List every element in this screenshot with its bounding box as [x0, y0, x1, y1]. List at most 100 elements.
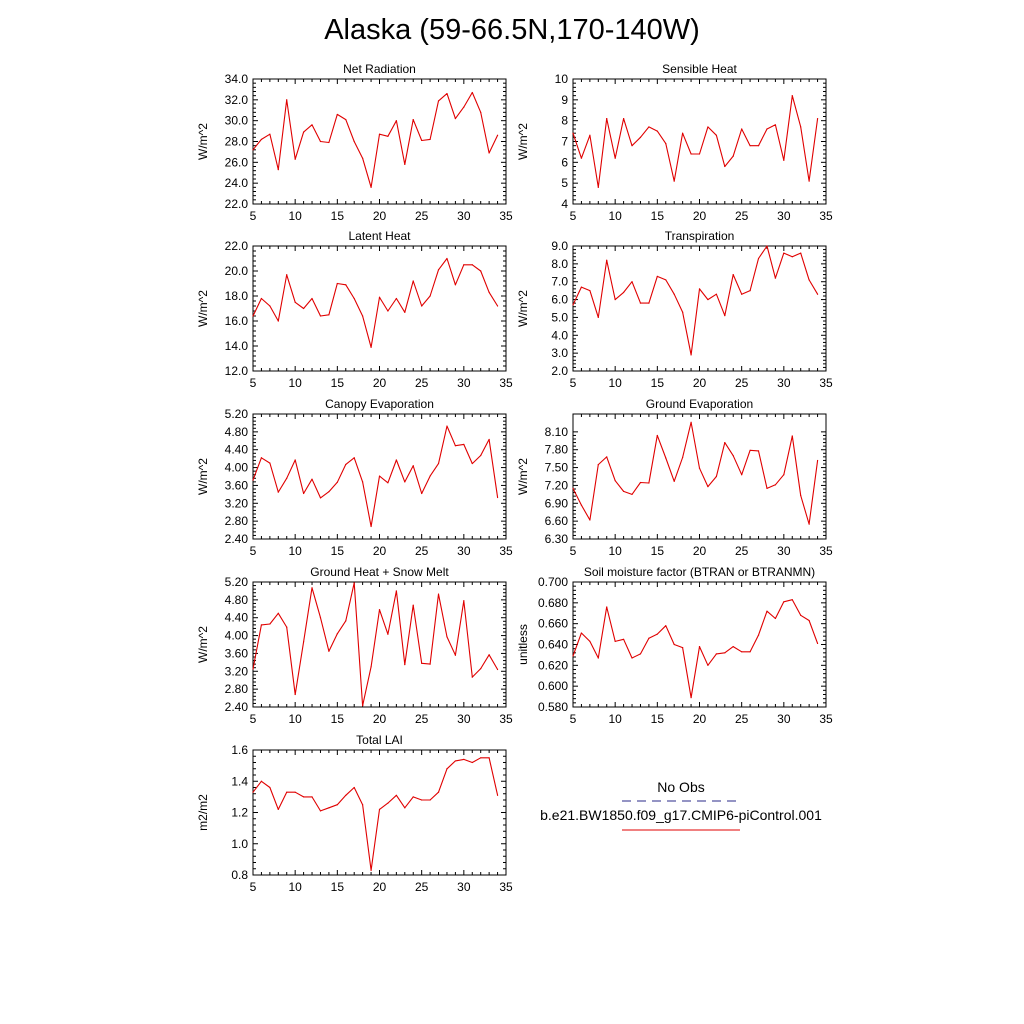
data-point — [404, 663, 406, 666]
data-point — [303, 307, 305, 310]
data-point — [496, 305, 499, 307]
data-point — [724, 165, 726, 168]
data-point — [471, 462, 473, 465]
data-point — [606, 259, 608, 261]
plot-frame — [572, 78, 827, 205]
y-tick-label: 16.0 — [225, 314, 249, 328]
data-point — [260, 457, 263, 459]
data-point — [260, 780, 263, 782]
data-point — [623, 291, 625, 294]
y-tick-label: 4.0 — [551, 328, 568, 342]
x-tick-label: 30 — [777, 712, 791, 726]
data-point — [345, 620, 347, 622]
data-point — [252, 479, 254, 481]
data-point — [749, 290, 751, 292]
data-point — [370, 525, 372, 528]
data-point — [463, 106, 465, 108]
data-point — [370, 869, 372, 871]
y-tick-label: 24.0 — [225, 176, 249, 190]
data-point — [286, 791, 288, 793]
y-tick-label: 20.0 — [225, 264, 249, 278]
data-point — [698, 288, 701, 290]
data-point — [378, 133, 381, 135]
data-point — [395, 459, 397, 461]
y-axis-label: W/m^2 — [516, 290, 530, 327]
data-point — [614, 640, 616, 642]
data-point — [345, 794, 347, 796]
data-point — [580, 157, 583, 159]
x-tick-label: 5 — [250, 209, 257, 223]
panel-6: Ground Evaporation W/m^2 5 10 15 20 25 30 35 6.30… — [516, 397, 833, 558]
data-point — [774, 484, 777, 486]
data-point — [378, 609, 381, 611]
x-tick-label: 20 — [373, 712, 387, 726]
y-axis-label: W/m^2 — [196, 626, 210, 663]
data-point — [303, 492, 305, 495]
data-point — [303, 641, 305, 643]
panel-3: Latent Heat W/m^2 5 10 15 20 25 30 35 12.0 14.0 16.… — [196, 229, 513, 390]
data-point — [336, 113, 338, 116]
x-tick-label: 35 — [819, 712, 833, 726]
y-axis-label: W/m^2 — [516, 458, 530, 495]
panel-5: Canopy Evaporation W/m^2 5 10 15 20 25 30 35 2.40… — [196, 397, 513, 558]
data-point — [437, 593, 440, 595]
panel-title: Total LAI — [356, 733, 403, 747]
x-tick-label: 15 — [331, 880, 345, 894]
data-point — [665, 142, 667, 145]
x-tick-label: 35 — [499, 880, 513, 894]
data-point — [345, 284, 347, 286]
y-tick-label: 1.4 — [231, 774, 248, 788]
y-tick-label: 4 — [561, 197, 568, 211]
data-point — [437, 462, 440, 465]
y-tick-label: 3.20 — [225, 496, 249, 510]
y-tick-label: 3.20 — [225, 664, 249, 678]
data-point — [682, 456, 684, 459]
data-point — [741, 128, 743, 130]
data-point — [816, 293, 819, 295]
data-point — [808, 279, 810, 281]
data-point — [791, 599, 793, 601]
data-point — [311, 124, 313, 126]
data-point — [412, 119, 414, 121]
panel-title: Transpiration — [665, 229, 735, 243]
panel-7: Ground Heat + Snow Melt W/m^2 5 10 15 20 25 30 3… — [196, 565, 513, 726]
x-tick-label: 10 — [608, 712, 622, 726]
data-point — [311, 796, 313, 798]
data-point — [269, 623, 271, 625]
x-tick-label: 20 — [373, 209, 387, 223]
x-tick-label: 25 — [735, 209, 749, 223]
data-point — [606, 456, 608, 458]
data-point — [277, 808, 279, 810]
data-point — [446, 636, 448, 638]
data-point — [656, 130, 658, 132]
x-tick-label: 20 — [373, 376, 387, 390]
data-point — [606, 606, 608, 608]
data-point — [277, 320, 279, 322]
data-point — [783, 159, 785, 161]
data-point — [319, 810, 322, 812]
x-tick-label: 5 — [570, 712, 577, 726]
x-tick-label: 30 — [457, 376, 471, 390]
x-tick-label: 20 — [693, 209, 707, 223]
plot-frame — [572, 413, 827, 540]
x-tick-label: 5 — [570, 376, 577, 390]
data-point — [286, 626, 288, 628]
data-point — [412, 796, 414, 798]
data-point — [319, 497, 322, 499]
data-point — [471, 91, 473, 94]
data-point — [673, 643, 675, 646]
data-point — [648, 302, 650, 304]
data-point — [480, 270, 482, 272]
y-tick-label: 14.0 — [225, 339, 249, 353]
y-tick-label: 3.0 — [551, 346, 568, 360]
data-point — [370, 186, 372, 188]
x-tick-label: 25 — [415, 544, 429, 558]
data-point — [757, 450, 760, 452]
data-point — [707, 298, 709, 301]
x-tick-label: 30 — [777, 376, 791, 390]
data-point — [749, 145, 751, 147]
y-tick-label: 2.0 — [551, 364, 568, 378]
data-point — [656, 434, 658, 437]
data-point — [446, 257, 448, 260]
x-tick-label: 5 — [570, 544, 577, 558]
